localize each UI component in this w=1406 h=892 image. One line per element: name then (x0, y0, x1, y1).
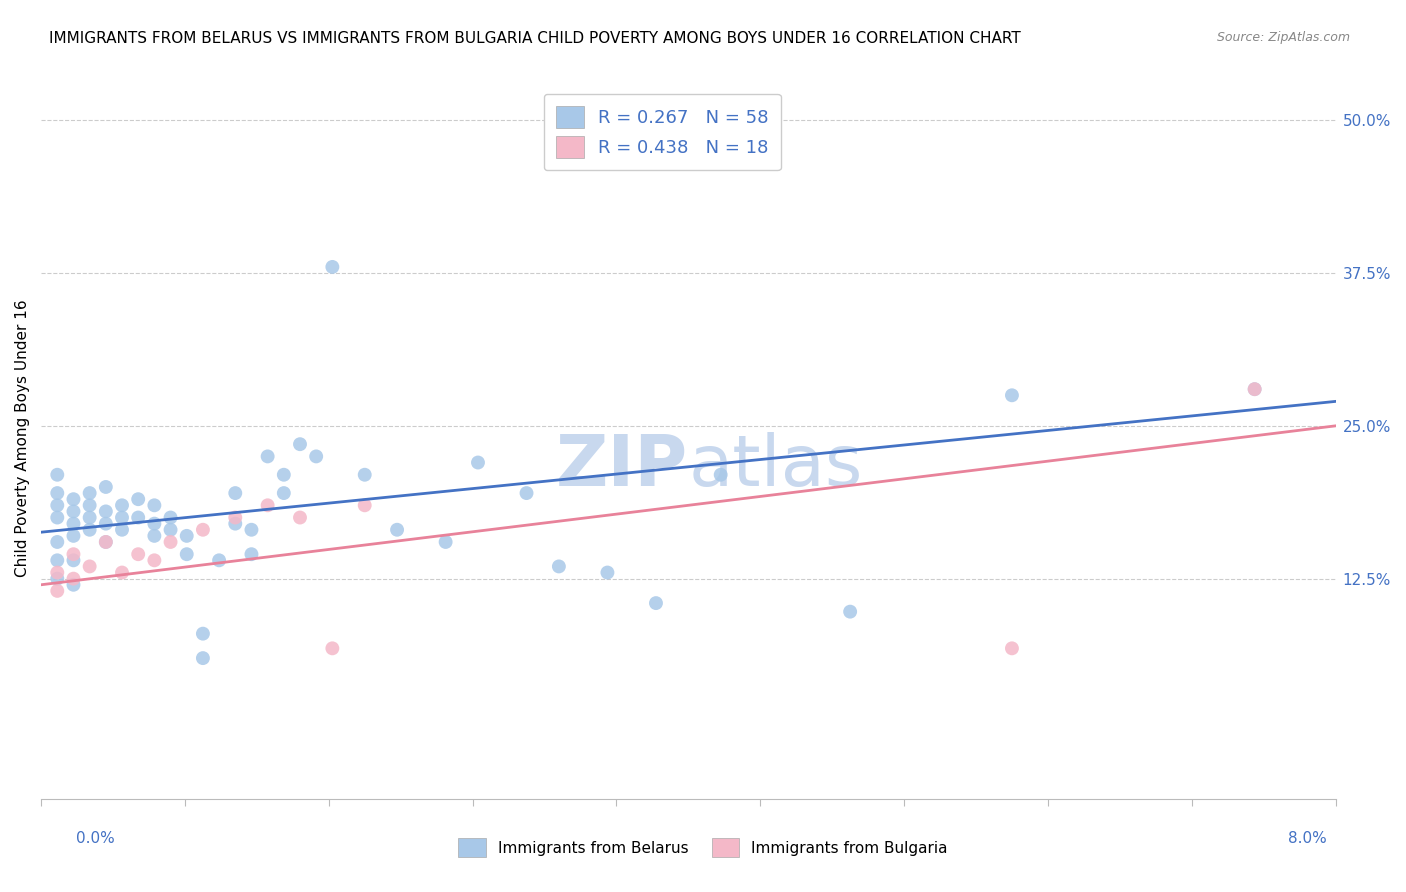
Point (94, 504, 117, 518)
Point (46, 486, 69, 500)
Point (176, 529, 198, 543)
Point (208, 553, 231, 567)
Point (143, 516, 166, 531)
Point (94, 516, 117, 531)
Point (62, 553, 84, 567)
Point (46, 553, 69, 567)
Point (240, 523, 263, 537)
Legend: Immigrants from Belarus, Immigrants from Bulgaria: Immigrants from Belarus, Immigrants from… (450, 830, 956, 864)
Point (321, 641, 343, 656)
Point (46, 572, 69, 586)
Point (111, 510, 134, 524)
Point (191, 651, 214, 665)
Point (240, 547, 263, 561)
Point (273, 467, 295, 482)
Point (645, 596, 668, 610)
Point (46, 566, 69, 580)
Y-axis label: Child Poverty Among Boys Under 16: Child Poverty Among Boys Under 16 (15, 299, 30, 577)
Point (839, 605, 862, 619)
Point (127, 547, 149, 561)
Legend: R = 0.267   N = 58, R = 0.438   N = 18: R = 0.267 N = 58, R = 0.438 N = 18 (544, 94, 782, 170)
Point (256, 498, 278, 512)
Point (111, 498, 134, 512)
Point (224, 516, 246, 531)
Point (305, 450, 328, 464)
Point (710, 467, 733, 482)
Point (159, 523, 181, 537)
Text: ZIP: ZIP (557, 433, 689, 501)
Point (79, 486, 101, 500)
Point (224, 510, 246, 524)
Point (434, 535, 457, 549)
Point (143, 553, 166, 567)
Point (62, 572, 84, 586)
Point (159, 535, 181, 549)
Point (94, 480, 117, 494)
Point (79, 523, 101, 537)
Point (143, 498, 166, 512)
Point (515, 486, 537, 500)
Point (288, 437, 311, 451)
Point (94, 535, 117, 549)
Point (79, 559, 101, 574)
Point (224, 486, 246, 500)
Point (62, 492, 84, 507)
Text: atlas: atlas (689, 433, 863, 501)
Point (127, 510, 149, 524)
Point (62, 547, 84, 561)
Text: 0.0%: 0.0% (76, 831, 115, 846)
Point (111, 566, 134, 580)
Point (62, 529, 84, 543)
Point (273, 486, 295, 500)
Point (127, 492, 149, 507)
Point (111, 523, 134, 537)
Point (1001, 388, 1024, 402)
Point (46, 535, 69, 549)
Point (46, 467, 69, 482)
Point (1001, 641, 1024, 656)
Text: Source: ZipAtlas.com: Source: ZipAtlas.com (1216, 31, 1350, 45)
Point (143, 529, 166, 543)
Point (321, 260, 343, 274)
Point (46, 510, 69, 524)
Point (288, 510, 311, 524)
Point (353, 498, 375, 512)
Point (159, 510, 181, 524)
Point (191, 626, 214, 640)
Point (385, 523, 408, 537)
Point (1243, 382, 1265, 396)
Point (467, 456, 489, 470)
Point (46, 498, 69, 512)
Point (94, 535, 117, 549)
Point (79, 510, 101, 524)
Point (62, 516, 84, 531)
Text: IMMIGRANTS FROM BELARUS VS IMMIGRANTS FROM BULGARIA CHILD POVERTY AMONG BOYS UND: IMMIGRANTS FROM BELARUS VS IMMIGRANTS FR… (49, 31, 1021, 46)
Point (548, 559, 571, 574)
Text: 8.0%: 8.0% (1288, 831, 1327, 846)
Point (596, 566, 619, 580)
Point (79, 498, 101, 512)
Point (191, 523, 214, 537)
Point (62, 578, 84, 592)
Point (1243, 382, 1265, 396)
Point (256, 450, 278, 464)
Point (62, 504, 84, 518)
Point (353, 467, 375, 482)
Point (176, 547, 198, 561)
Point (46, 583, 69, 598)
